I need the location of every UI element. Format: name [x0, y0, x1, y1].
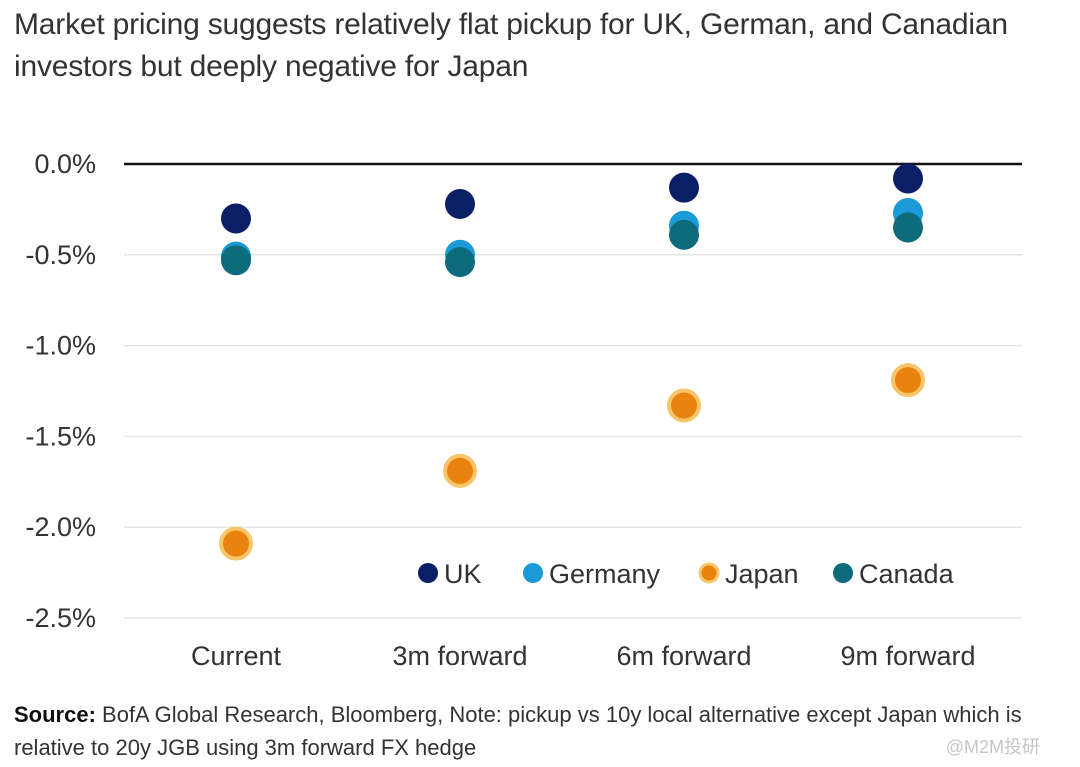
point-canada — [221, 245, 251, 276]
legend-swatch-uk — [418, 563, 438, 583]
point-uk — [669, 172, 699, 203]
y-tick-label: -2.0% — [25, 512, 96, 542]
source-label: Source: — [14, 702, 96, 727]
point-canada — [669, 219, 699, 250]
y-tick-label: -0.5% — [25, 240, 96, 270]
point-canada — [893, 212, 923, 243]
footnote: Source: BofA Global Research, Bloomberg,… — [14, 698, 1064, 764]
point-canada — [445, 247, 475, 278]
point-uk — [445, 188, 475, 219]
y-tick-label: -1.5% — [25, 421, 96, 451]
footnote-text: BofA Global Research, Bloomberg, Note: p… — [14, 702, 1022, 760]
legend-label-canada: Canada — [859, 559, 955, 589]
point-japan — [891, 363, 925, 398]
x-tick-label: 3m forward — [392, 641, 527, 671]
point-japan — [667, 388, 701, 423]
legend-swatch-canada — [833, 563, 853, 583]
watermark: @M2M投研 — [945, 737, 1040, 757]
chart-area: 0.0% -0.5% -1.0% -1.5% -2.0% -2.5% Current 3m … — [25, 149, 1022, 671]
legend-label-germany: Germany — [549, 559, 661, 589]
grid-lines — [124, 162, 1022, 619]
point-japan — [219, 526, 253, 561]
x-tick-label: 6m forward — [616, 641, 751, 671]
y-tick-label: 0.0% — [34, 149, 96, 179]
legend-swatch-germany — [523, 563, 543, 583]
y-tick-label: -1.0% — [25, 331, 96, 361]
legend-label-japan: Japan — [725, 559, 799, 589]
x-tick-label: 9m forward — [840, 641, 975, 671]
chart-title: Market pricing suggests relatively flat … — [14, 8, 1008, 83]
y-axis: 0.0% -0.5% -1.0% -1.5% -2.0% -2.5% — [25, 149, 96, 633]
point-uk — [221, 203, 251, 234]
data-points — [219, 163, 925, 561]
y-tick-label: -2.5% — [25, 603, 96, 633]
legend: UK Germany Japan Canada — [418, 559, 955, 589]
x-tick-label: Current — [191, 641, 282, 671]
legend-swatch-japan — [698, 562, 720, 584]
point-uk — [893, 163, 923, 194]
x-axis: Current 3m forward 6m forward 9m forward — [191, 641, 976, 671]
legend-label-uk: UK — [444, 559, 482, 589]
point-japan — [443, 453, 477, 488]
